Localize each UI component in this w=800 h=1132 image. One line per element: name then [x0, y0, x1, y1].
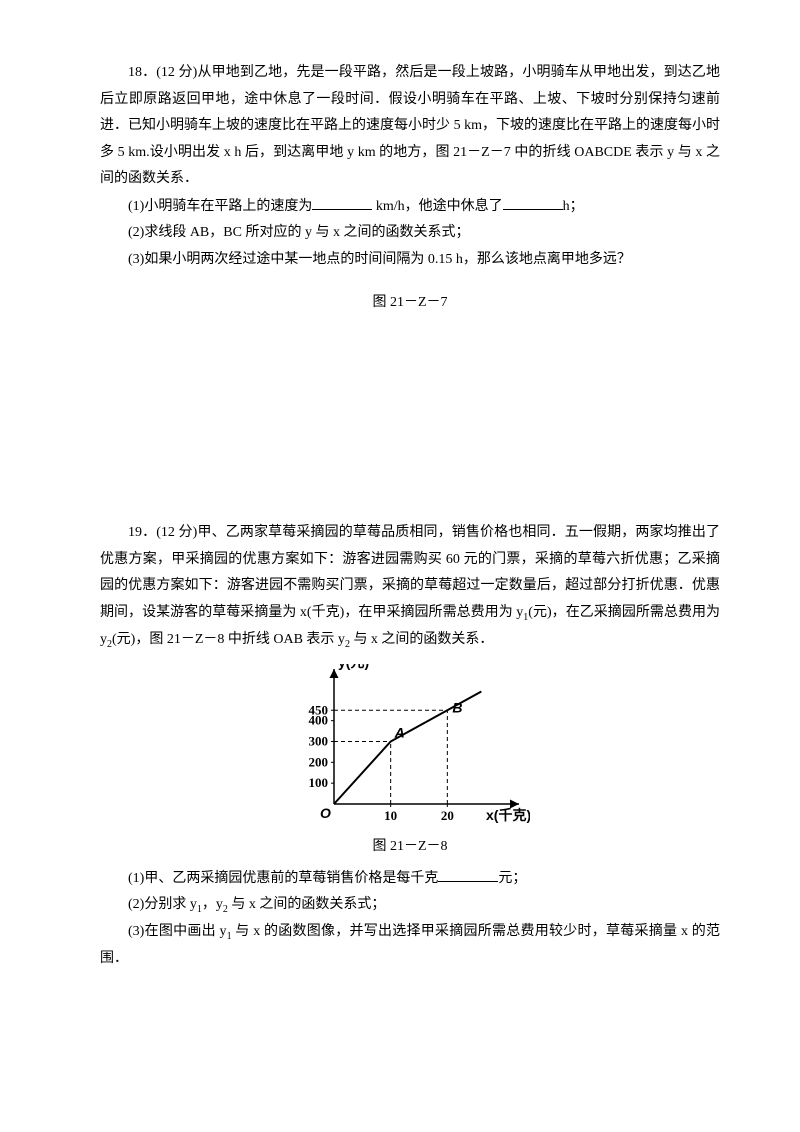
q19-3-pre: (3)在图中画出 y — [128, 924, 227, 939]
problem-points-19: (12 分) — [156, 525, 197, 540]
q1-pre: (1)小明骑车在平路上的速度为 — [128, 199, 312, 214]
problem-number-19: 19． — [128, 525, 156, 540]
problem-19: 19．(12 分)甲、乙两家草莓采摘园的草莓品质相同，销售价格也相同．五一假期，… — [100, 520, 720, 972]
svg-text:y(元): y(元) — [338, 664, 369, 670]
problem-18-q2: (2)求线段 AB，BC 所对应的 y 与 x 之间的函数关系式； — [100, 220, 720, 247]
p19-b4: 与 x 之间的函数关系． — [350, 632, 494, 647]
q19-1-end: 元； — [498, 871, 526, 886]
svg-text:20: 20 — [441, 808, 454, 823]
svg-text:x(千克): x(千克) — [486, 807, 530, 823]
q1-mid: km/h，他途中休息了 — [372, 199, 502, 214]
problem-points: (12 分) — [156, 65, 197, 80]
svg-text:100: 100 — [309, 775, 329, 790]
svg-text:O: O — [320, 805, 331, 821]
q19-2-pre: (2)分别求 y — [128, 897, 197, 912]
problem-19-q1: (1)甲、乙两采摘园优惠前的草莓销售价格是每千克 元； — [100, 865, 720, 892]
problem-19-body: 19．(12 分)甲、乙两家草莓采摘园的草莓品质相同，销售价格也相同．五一假期，… — [100, 520, 720, 653]
chart-svg: y(元)x(千克)O1002003004004501020AB — [290, 664, 530, 824]
problem-19-q3: (3)在图中画出 y1 与 x 的函数图像，并写出选择甲采摘园所需总费用较少时，… — [100, 919, 720, 972]
svg-text:10: 10 — [384, 808, 397, 823]
q19-1-pre: (1)甲、乙两采摘园优惠前的草莓销售价格是每千克 — [128, 871, 438, 886]
blank-rest — [503, 193, 563, 210]
problem-18-q3: (3)如果小明两次经过途中某一地点的时间间隔为 0.15 h，那么该地点离甲地多… — [100, 247, 720, 274]
q19-2-mid: ，y — [202, 897, 223, 912]
chart-container: y(元)x(千克)O1002003004004501020AB 图 21－Z－8 — [100, 664, 720, 861]
figure-18-label: 图 21－Z－7 — [100, 290, 720, 317]
problem-18: 18．(12 分)从甲地到乙地，先是一段平路，然后是一段上坡路，小明骑车从甲地出… — [100, 60, 720, 316]
svg-text:200: 200 — [309, 754, 329, 769]
q19-2-end: 与 x 之间的函数关系式； — [228, 897, 386, 912]
svg-text:B: B — [452, 699, 462, 715]
spacer — [100, 340, 720, 520]
p19-b3: (元)，图 21－Z－8 中折线 OAB 表示 y — [112, 632, 345, 647]
figure-19-label: 图 21－Z－8 — [100, 834, 720, 861]
problem-18-main: 从甲地到乙地，先是一段平路，然后是一段上坡路，小明骑车从甲地出发，到达乙地后立即… — [100, 65, 720, 186]
svg-text:450: 450 — [309, 702, 329, 717]
blank-speed — [312, 193, 372, 210]
problem-number: 18． — [128, 65, 156, 80]
q1-end: h； — [563, 199, 584, 214]
problem-19-q2: (2)分别求 y1，y2 与 x 之间的函数关系式； — [100, 892, 720, 919]
problem-18-body: 18．(12 分)从甲地到乙地，先是一段平路，然后是一段上坡路，小明骑车从甲地出… — [100, 60, 720, 193]
svg-text:300: 300 — [309, 733, 329, 748]
chart-wrap: y(元)x(千克)O1002003004004501020AB — [290, 664, 530, 835]
blank-price — [438, 865, 498, 882]
problem-18-q1: (1)小明骑车在平路上的速度为 km/h，他途中休息了 h； — [100, 193, 720, 220]
svg-text:A: A — [394, 724, 405, 740]
